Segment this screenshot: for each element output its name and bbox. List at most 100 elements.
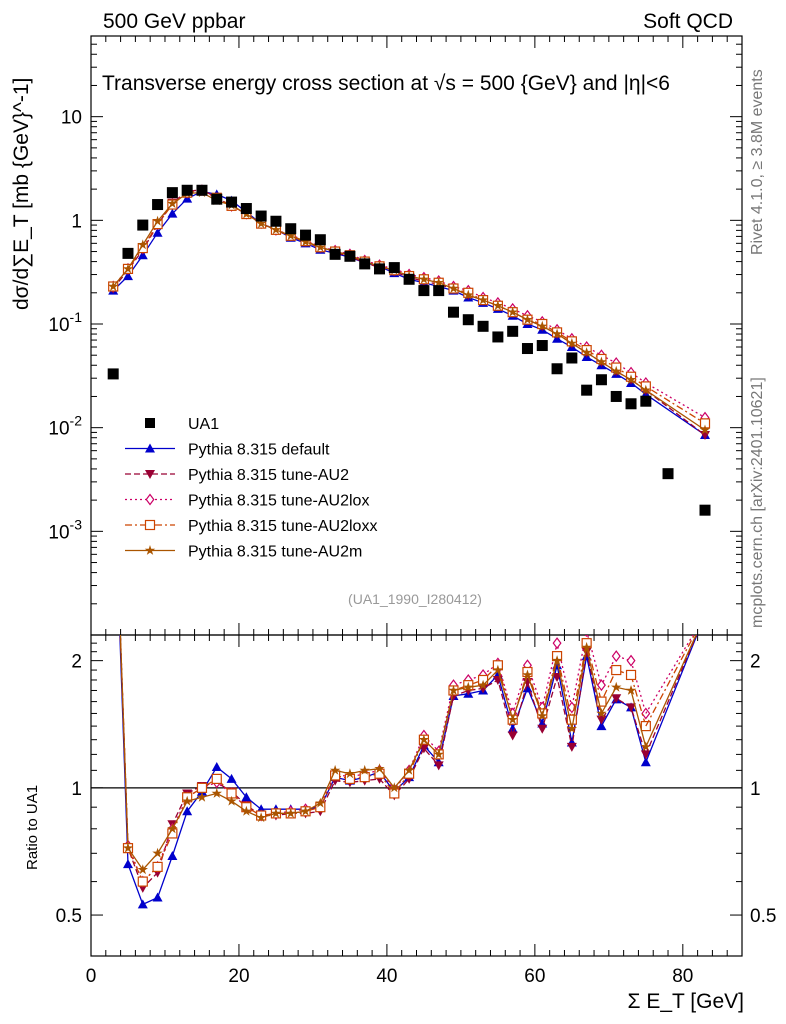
ratio-series-4-point (625, 685, 637, 695)
ua1-data-point (566, 352, 578, 364)
ratio-series-2-tail (645, 635, 694, 714)
ua1-data-point (662, 468, 674, 480)
series-4-point (255, 218, 267, 229)
legend-item: Pythia 8.315 tune-AU2lox (125, 493, 369, 510)
x-tick-label: 20 (228, 966, 249, 987)
series-4-point (537, 320, 548, 331)
ratio-series-4-point (507, 714, 518, 725)
ratio-series-4-point (152, 847, 163, 858)
legend-marker (145, 443, 155, 453)
ratio-series-2-point (611, 650, 621, 663)
series-4-point (640, 384, 652, 395)
ua1-data-point (521, 343, 533, 355)
ratio-series-4-point (167, 823, 178, 834)
series-4-point (300, 236, 311, 247)
ua1-data-point (344, 250, 356, 262)
ratio-series-1-point (108, 435, 118, 444)
ratio-series-4-point (122, 842, 134, 853)
ua1-data-point (314, 234, 326, 246)
y-axis-label: dσ/d∑E_T [mb {GeV}^-1] (10, 78, 33, 310)
ratio-series-1-point (566, 742, 577, 752)
legend-marker (145, 418, 155, 428)
ua1-data-point (107, 368, 119, 380)
ua1-data-point (418, 285, 430, 297)
series-4-point (108, 281, 119, 291)
ratio-series-0-line (119, 635, 647, 906)
ratio-series-4-point (196, 791, 208, 802)
ratio-curves (108, 428, 698, 909)
ratio-series-4-point (108, 428, 118, 438)
legend-label: UA1 (188, 416, 219, 433)
ratio-series-4-point (566, 723, 578, 734)
ratio-series-4-point (300, 805, 311, 816)
ratio-tick-label-right: 2 (750, 652, 761, 673)
series-4-point (270, 224, 282, 235)
ratio-series-4-point (403, 764, 415, 775)
ratio-series-0-point (182, 806, 193, 816)
ratio-series-4-point (226, 795, 237, 806)
series-3-line (112, 189, 706, 424)
ratio-series-0-point (108, 442, 118, 451)
series-0-point (167, 208, 178, 218)
ratio-series-0-point (211, 762, 222, 772)
ua1-data-point (122, 247, 134, 259)
ratio-series-0-tail (645, 635, 698, 763)
x-tick-label: 60 (524, 966, 545, 987)
series-4-point (433, 277, 444, 288)
ua1-data-point (536, 340, 548, 352)
header-right: Soft QCD (643, 10, 733, 33)
ratio-series-4-point (137, 864, 148, 875)
ua1-data-point (255, 210, 267, 222)
legend-label: Pythia 8.315 tune-AU2loxx (188, 518, 377, 535)
series-4-point (285, 230, 296, 241)
ua1-data-point (403, 273, 415, 285)
ratio-series-1-point (640, 750, 651, 760)
ratio-series-4-point (477, 679, 489, 690)
ua1-data-point (477, 320, 489, 332)
series-4-point (522, 314, 533, 325)
series-4-point (137, 239, 148, 250)
series-2-line (112, 189, 706, 419)
ratio-series-4-point (255, 812, 267, 823)
ratio-series-3-point (137, 876, 148, 887)
legend-label: Pythia 8.315 default (188, 442, 330, 459)
axes-layer: 0 20 40 60 80 10-3 10-2 10-1 1 10 0.5 0.5 1 1 2 2 (48, 35, 776, 987)
data-layer (107, 184, 711, 516)
ua1-data-point (625, 398, 637, 410)
legend-marker (144, 519, 156, 531)
ratio-series-4-point (492, 664, 504, 675)
ratio-series-4-point (241, 805, 252, 816)
ratio-tick-label-right: 1 (750, 779, 761, 800)
series-4-point (596, 356, 607, 367)
ratio-series-0-point (167, 850, 178, 860)
series-4-point (492, 300, 504, 311)
y-tick-label: 10 (61, 108, 82, 129)
series-4-point (566, 337, 578, 348)
ratio-tick-label: 0.5 (56, 906, 82, 927)
x-axis-label: Σ E_T [GeV] (628, 990, 744, 1013)
ratio-series-1-point (507, 731, 518, 741)
ratio-series-2-point (552, 637, 562, 650)
ua1-data-point (152, 199, 164, 211)
ua1-data-point (447, 306, 459, 318)
mcplots-label: mcplots.cern.ch [arXiv:2401.10621] (749, 377, 766, 628)
ratio-series-0-point (137, 899, 148, 909)
ratio-series-3-point (389, 788, 400, 799)
ratio-series-1-point (433, 761, 444, 771)
ratio-series-0-point (226, 773, 237, 783)
ua1-data-point (581, 384, 593, 396)
ratio-series-2-point (585, 635, 589, 638)
legend-marker (145, 493, 155, 506)
ua1-data-point (285, 223, 297, 235)
ratio-series-4-point (433, 748, 444, 759)
ratio-series-0-point (152, 892, 163, 902)
ua1-data-point (181, 184, 193, 196)
ua1-data-point (595, 374, 607, 386)
ua1-data-point (640, 395, 652, 407)
ratio-series-4-point (315, 797, 326, 808)
legend-marker (144, 545, 156, 555)
ua1-data-point (433, 285, 445, 297)
series-4-point (152, 215, 163, 226)
ratio-series-4-point (418, 734, 430, 745)
